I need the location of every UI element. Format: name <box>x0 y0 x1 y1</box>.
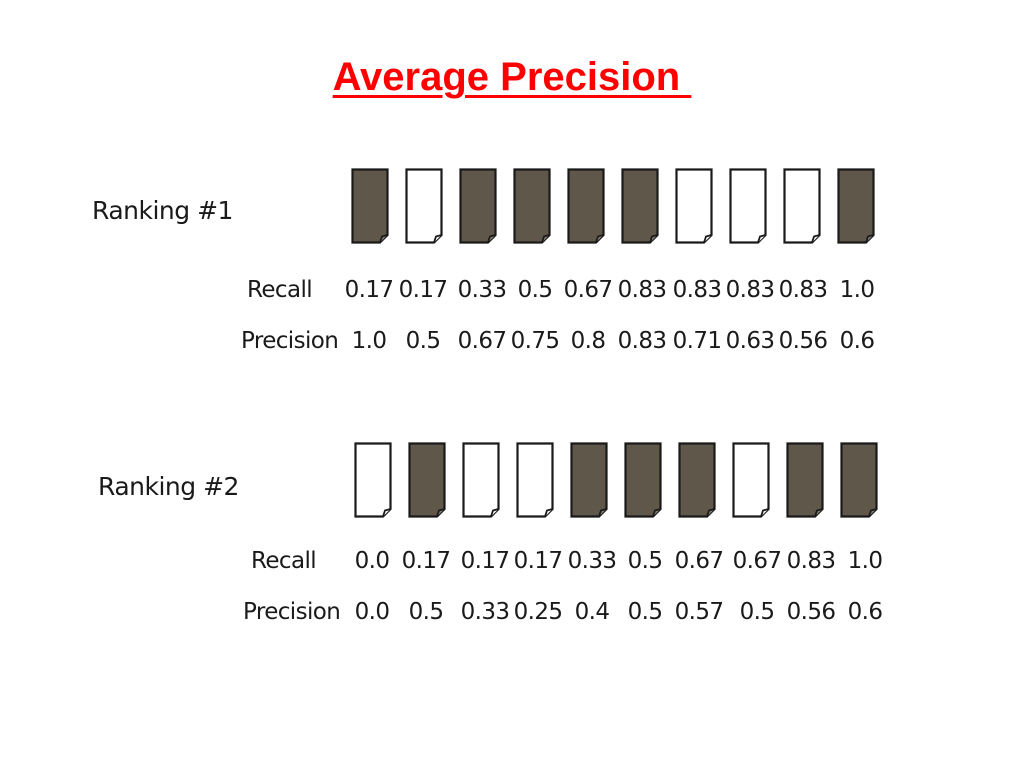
recall-value: 0.17 <box>513 548 563 574</box>
recall-value: 0.83 <box>725 277 775 303</box>
recall-value: 1.0 <box>847 548 883 574</box>
ranking-1-documents <box>351 168 879 244</box>
precision-value: 0.6 <box>839 328 875 354</box>
nonrelevant-document-icon <box>516 442 554 518</box>
page-title: Average Precision <box>332 55 692 99</box>
nonrelevant-document-icon <box>675 168 713 244</box>
ranking-2-precision-label: Precision <box>243 599 341 625</box>
relevant-document-icon <box>351 168 389 244</box>
relevant-document-icon <box>408 442 446 518</box>
recall-value: 0.67 <box>563 277 613 303</box>
precision-value: 0.6 <box>847 599 883 625</box>
nonrelevant-document-icon <box>354 442 392 518</box>
recall-value: 0.5 <box>627 548 663 574</box>
precision-value: 0.56 <box>786 599 836 625</box>
ranking-2-documents <box>354 442 882 518</box>
recall-value: 0.17 <box>401 548 451 574</box>
precision-value: 0.71 <box>672 328 722 354</box>
relevant-document-icon <box>624 442 662 518</box>
precision-value: 0.5 <box>739 599 775 625</box>
nonrelevant-document-icon <box>462 442 500 518</box>
ranking-2-label: Ranking #2 <box>98 472 239 501</box>
relevant-document-icon <box>621 168 659 244</box>
precision-value: 0.5 <box>627 599 663 625</box>
recall-value: 0.83 <box>778 277 828 303</box>
relevant-document-icon <box>459 168 497 244</box>
precision-value: 0.5 <box>405 328 441 354</box>
recall-value: 0.17 <box>460 548 510 574</box>
relevant-document-icon <box>513 168 551 244</box>
recall-value: 0.67 <box>674 548 724 574</box>
precision-value: 0.25 <box>513 599 563 625</box>
recall-value: 0.17 <box>344 277 394 303</box>
recall-value: 0.0 <box>354 548 390 574</box>
ranking-1-recall-label: Recall <box>247 277 313 303</box>
precision-value: 0.5 <box>408 599 444 625</box>
precision-value: 0.63 <box>725 328 775 354</box>
relevant-document-icon <box>786 442 824 518</box>
ranking-1-label: Ranking #1 <box>92 196 233 225</box>
precision-value: 0.33 <box>460 599 510 625</box>
precision-value: 0.57 <box>674 599 724 625</box>
nonrelevant-document-icon <box>732 442 770 518</box>
recall-value: 0.67 <box>732 548 782 574</box>
nonrelevant-document-icon <box>405 168 443 244</box>
relevant-document-icon <box>837 168 875 244</box>
recall-value: 0.33 <box>457 277 507 303</box>
recall-value: 0.5 <box>517 277 553 303</box>
precision-value: 0.8 <box>570 328 606 354</box>
recall-value: 0.83 <box>617 277 667 303</box>
precision-value: 0.83 <box>617 328 667 354</box>
recall-value: 0.83 <box>672 277 722 303</box>
relevant-document-icon <box>678 442 716 518</box>
nonrelevant-document-icon <box>729 168 767 244</box>
precision-value: 0.67 <box>457 328 507 354</box>
recall-value: 0.33 <box>567 548 617 574</box>
precision-value: 0.75 <box>510 328 560 354</box>
relevant-document-icon <box>840 442 878 518</box>
nonrelevant-document-icon <box>783 168 821 244</box>
relevant-document-icon <box>567 168 605 244</box>
precision-value: 1.0 <box>351 328 387 354</box>
ranking-2-recall-label: Recall <box>251 548 317 574</box>
precision-value: 0.4 <box>574 599 610 625</box>
relevant-document-icon <box>570 442 608 518</box>
precision-value: 0.56 <box>778 328 828 354</box>
recall-value: 0.83 <box>786 548 836 574</box>
ranking-1-precision-label: Precision <box>241 328 339 354</box>
precision-value: 0.0 <box>354 599 390 625</box>
recall-value: 0.17 <box>398 277 448 303</box>
recall-value: 1.0 <box>839 277 875 303</box>
